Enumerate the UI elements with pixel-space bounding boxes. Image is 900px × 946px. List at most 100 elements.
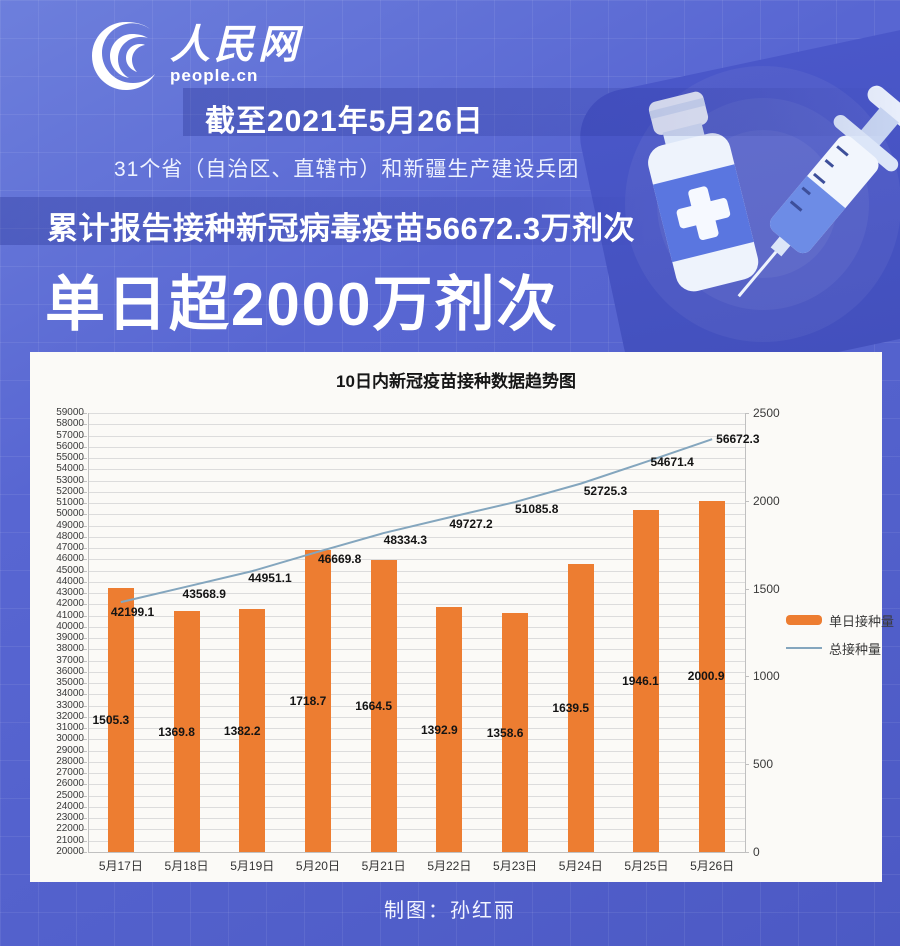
right-axis-label: 0	[753, 845, 760, 859]
left-axis-label: 42000	[56, 598, 84, 610]
x-axis-label: 5月20日	[295, 859, 340, 873]
left-axis-label: 25000	[56, 789, 84, 801]
right-axis-label: 500	[753, 757, 774, 772]
total-line	[120, 438, 713, 604]
left-axis-tick	[83, 446, 87, 448]
left-axis-tick	[83, 694, 87, 696]
grid-line	[88, 548, 745, 550]
right-axis-label: 1500	[753, 581, 780, 596]
left-axis-label: 27000	[56, 767, 84, 779]
legend-total-label: 总接种量	[829, 641, 882, 657]
left-axis-tick	[83, 739, 87, 741]
left-axis-tick	[83, 852, 87, 853]
left-axis-tick	[83, 458, 87, 460]
left-axis-tick	[83, 593, 87, 595]
left-axis-label: 50000	[56, 508, 84, 520]
bar-value-label: 1639.5	[552, 701, 590, 716]
right-axis-tick	[745, 676, 749, 678]
left-axis-tick	[83, 469, 87, 471]
cumulative-band	[0, 197, 650, 245]
line-value-label: 43568.9	[182, 586, 226, 601]
credit-line: 制图：孙红丽	[384, 900, 516, 922]
grid-line	[88, 649, 745, 651]
legend-line-swatch	[786, 647, 822, 649]
grid-line	[88, 469, 745, 471]
left-axis-tick	[83, 604, 87, 606]
legend-bar-swatch	[786, 615, 822, 625]
bar	[699, 500, 726, 852]
line-value-label: 42199.1	[110, 605, 155, 620]
left-axis-label: 33000	[56, 699, 84, 711]
line-value-label: 44951.1	[248, 571, 292, 586]
left-axis-label: 36000	[56, 665, 84, 677]
bar	[107, 587, 134, 852]
left-axis-tick	[83, 806, 87, 808]
bar-value-label: 1392.9	[420, 722, 458, 737]
right-axis-label: 1000	[753, 669, 780, 684]
x-axis-label: 5月24日	[558, 859, 603, 873]
legend-item-total: 总接种量	[786, 634, 894, 662]
grid-line	[88, 480, 745, 482]
grid-line	[88, 784, 745, 786]
bar	[502, 613, 529, 852]
grid-line	[88, 536, 745, 538]
bar	[370, 559, 397, 852]
left-axis-tick	[83, 491, 87, 493]
left-axis-tick	[83, 784, 87, 786]
chart-card: 10日内新冠疫苗接种数据趋势图 59000 58000 57000 56000 5500…	[30, 352, 894, 882]
bar-value-label: 1382.2	[223, 723, 261, 738]
right-axis-label: 2500	[753, 406, 780, 420]
left-axis-tick	[83, 503, 87, 505]
left-axis-label: 52000	[56, 485, 84, 497]
left-axis-label: 55000	[56, 452, 84, 464]
grid-line	[88, 683, 745, 685]
left-axis-tick	[83, 716, 87, 718]
grid-line	[88, 424, 745, 426]
left-axis-tick	[83, 649, 87, 651]
left-axis-tick	[83, 559, 87, 561]
left-axis-tick	[83, 626, 87, 628]
left-axis-tick	[83, 705, 87, 707]
grid-line	[88, 716, 745, 718]
left-axis-label: 59000	[56, 407, 84, 418]
left-axis-tick	[83, 536, 87, 538]
left-axis-label: 21000	[56, 834, 84, 846]
left-axis-tick	[83, 615, 87, 617]
left-axis-tick	[83, 840, 87, 842]
x-axis-label: 5月21日	[361, 859, 406, 873]
left-axis-tick	[83, 525, 87, 527]
grid-line	[88, 413, 745, 414]
left-axis-tick	[83, 660, 87, 662]
grid-line	[88, 514, 745, 516]
grid-line	[88, 829, 745, 831]
grid-line	[88, 705, 745, 707]
bar	[436, 607, 463, 852]
right-axis-tick	[745, 764, 749, 766]
left-axis-label: 34000	[56, 688, 84, 700]
x-axis-label: 5月17日	[98, 859, 143, 873]
grid-line	[88, 615, 745, 617]
left-axis-label: 43000	[56, 587, 84, 599]
left-axis-label: 24000	[56, 800, 84, 812]
left-axis-label: 44000	[56, 575, 84, 587]
grid-line	[88, 671, 745, 673]
left-axis-tick	[83, 424, 87, 426]
bar-value-label: 1718.7	[289, 694, 327, 709]
left-axis-label: 20000	[56, 846, 84, 857]
grid-line	[88, 750, 745, 752]
grid-line	[88, 458, 745, 460]
left-axis-tick	[83, 818, 87, 820]
logo-en-text: people.cn	[170, 65, 259, 85]
grid-line	[88, 773, 745, 775]
grid-line	[88, 806, 745, 808]
grid-line	[88, 638, 745, 640]
grid-line	[88, 660, 745, 662]
left-axis-tick	[83, 750, 87, 752]
left-axis-label: 53000	[56, 474, 84, 486]
headline: 单日超2000万剂次	[45, 271, 559, 338]
bar	[304, 550, 331, 852]
grid-line	[88, 593, 745, 595]
left-axis-line	[88, 413, 89, 852]
line-value-label: 48334.3	[383, 533, 428, 548]
left-axis-tick	[83, 413, 87, 414]
